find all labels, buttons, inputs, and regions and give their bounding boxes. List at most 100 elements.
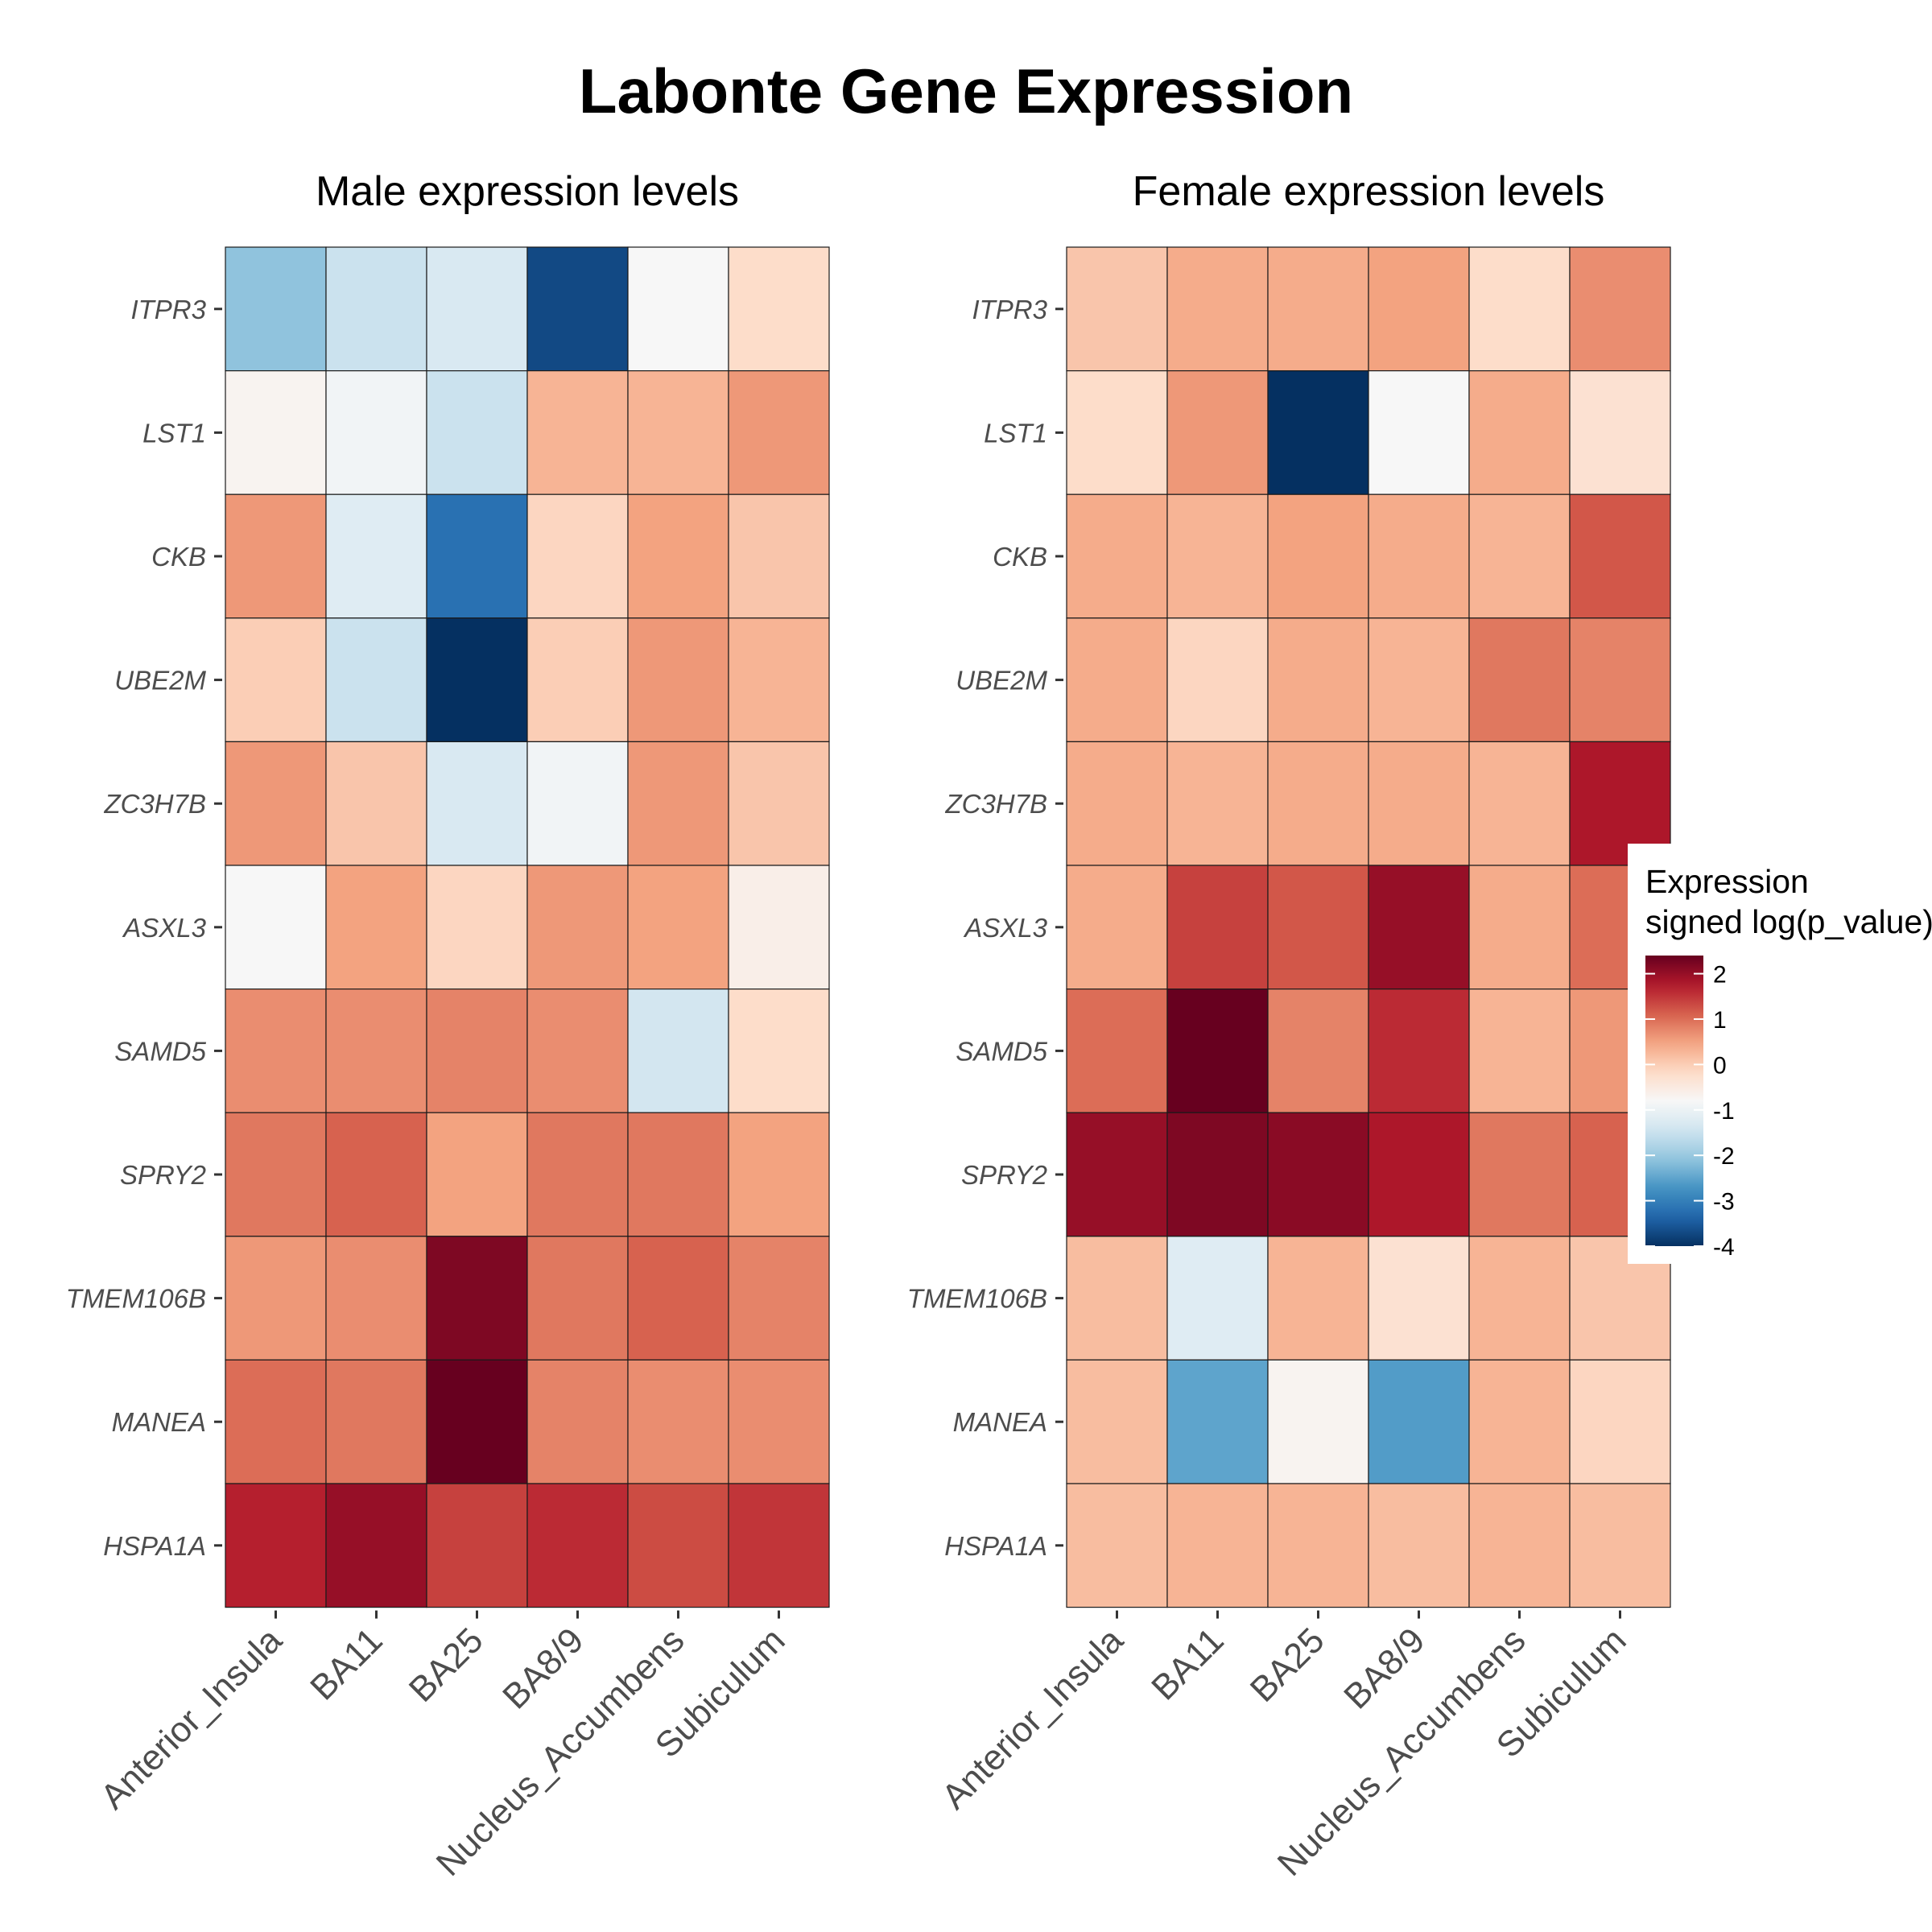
heatmap-cell [526, 617, 629, 742]
legend-tick-label: -1 [1713, 1098, 1735, 1125]
heatmap-cell [225, 1483, 327, 1608]
heatmap-cell [1166, 1483, 1269, 1608]
heatmap-cell [627, 1359, 729, 1484]
legend-ticks: 2 1 0 -1 -2 -3 -4 [1645, 962, 1735, 1261]
y-tick-label: HSPA1A [103, 1531, 206, 1561]
legend-tick-label: -4 [1713, 1234, 1735, 1261]
heatmap-cell [1368, 865, 1470, 990]
heatmap-cell [1468, 865, 1571, 990]
y-tick-label: SPRY2 [961, 1160, 1047, 1190]
heatmap-panel-male: Male expression levels ITPR3 LST1 CKB UBE2M Z… [66, 168, 830, 1884]
heatmap-cell [225, 1236, 327, 1361]
y-tick-label: CKB [993, 542, 1047, 572]
heatmap-cell [1166, 865, 1269, 990]
heatmap-cell [1468, 370, 1571, 495]
heatmap-cell [1468, 1359, 1571, 1484]
heatmap-cell [627, 493, 729, 619]
legend-tick-label: -3 [1713, 1189, 1735, 1216]
heatmap-cell [426, 246, 528, 372]
heatmap-cell [1166, 988, 1269, 1113]
heatmap-cell [1066, 370, 1168, 495]
heatmap-cell [627, 370, 729, 495]
heatmap-cell [1166, 741, 1269, 866]
y-tick-label: ITPR3 [130, 295, 206, 324]
heatmap-cell [325, 493, 427, 619]
heatmap-cell [325, 741, 427, 866]
y-tick-label: UBE2M [956, 666, 1047, 696]
y-tick-label: TMEM106B [907, 1284, 1047, 1314]
heatmap-cell [1267, 1359, 1369, 1484]
heatmap-cell [325, 1112, 427, 1237]
heatmap-cell [325, 1359, 427, 1484]
heatmap-cell [1368, 617, 1470, 742]
chart-title: Labonte Gene Expression [579, 56, 1353, 126]
heatmap-cell [1267, 1112, 1369, 1237]
heatmap-cell [426, 865, 528, 990]
heatmap-cell [1066, 493, 1168, 619]
heatmap-cell [728, 1112, 830, 1237]
heatmap-cell [225, 617, 327, 742]
heatmap-cell [426, 493, 528, 619]
heatmap-cell [225, 1112, 327, 1237]
y-tick-label: ZC3H7B [944, 789, 1047, 819]
heatmap-cell [1569, 370, 1671, 495]
x-tick-label: BA8/9 [1336, 1620, 1432, 1716]
legend-tick-label: 2 [1713, 962, 1727, 989]
heatmap-cell [325, 1236, 427, 1361]
heatmap-cell [1166, 1359, 1269, 1484]
heatmap-cell [728, 370, 830, 495]
heatmap-cell [426, 370, 528, 495]
heatmap-cell [1166, 617, 1269, 742]
x-tick-label: BA25 [402, 1620, 491, 1710]
heatmap-cell [728, 617, 830, 742]
x-tick-label: BA8/9 [495, 1620, 591, 1716]
y-tick-label: SAMD5 [956, 1036, 1047, 1066]
y-tick-label: ASXL3 [122, 913, 206, 943]
heatmap-cell [1368, 1483, 1470, 1608]
heatmap-cell [1368, 1112, 1470, 1237]
heatmap-cell [325, 988, 427, 1113]
y-tick-label: TMEM106B [66, 1284, 206, 1314]
legend-tick-label: 0 [1713, 1052, 1727, 1079]
legend-tick-label: 1 [1713, 1007, 1727, 1034]
heatmap-cell [1066, 1359, 1168, 1484]
heatmap-cell [627, 1236, 729, 1361]
heatmap-cell [426, 988, 528, 1113]
heatmap-cell [526, 246, 629, 372]
heatmap-cell [1368, 988, 1470, 1113]
x-tick-label: Anterior_Insula [93, 1620, 290, 1817]
heatmap-cell [1267, 370, 1369, 495]
heatmap-cell [1267, 741, 1369, 866]
heatmap-cell [1368, 493, 1470, 619]
heatmap-cell [1166, 493, 1269, 619]
heatmap-cell [426, 617, 528, 742]
y-tick-label: HSPA1A [944, 1531, 1047, 1561]
heatmap-cell [526, 370, 629, 495]
heatmap-panel-female: Female expression levels ITPR3 LST1 CKB UBE2… [907, 168, 1671, 1884]
heatmap-cell [1368, 246, 1470, 372]
heatmap-cell [1468, 1483, 1571, 1608]
x-tick-label: BA11 [1144, 1620, 1231, 1707]
heatmap-cell [426, 1112, 528, 1237]
heatmap-cell [526, 493, 629, 619]
heatmap-cell [1368, 1359, 1470, 1484]
heatmap-cell [325, 370, 427, 495]
y-tick-label: SAMD5 [114, 1036, 206, 1066]
heatmap-cell [325, 865, 427, 990]
heatmap-cell [1166, 370, 1269, 495]
legend-tick-label: -2 [1713, 1143, 1735, 1170]
x-tick-label: BA25 [1243, 1620, 1332, 1710]
y-tick-label: LST1 [984, 418, 1047, 448]
heatmap-cell [225, 370, 327, 495]
heatmap-cell [728, 1359, 830, 1484]
heatmap-cell [526, 865, 629, 990]
heatmap-cell [225, 988, 327, 1113]
y-tick-label: ITPR3 [972, 295, 1047, 324]
y-tick-label: MANEA [953, 1407, 1047, 1437]
y-tick-label: CKB [151, 542, 206, 572]
heatmap-cell [1468, 988, 1571, 1113]
heatmap-cell [627, 1112, 729, 1237]
heatmap-cell [426, 1236, 528, 1361]
heatmap-cell [728, 1483, 830, 1608]
heatmap-cell [627, 741, 729, 866]
